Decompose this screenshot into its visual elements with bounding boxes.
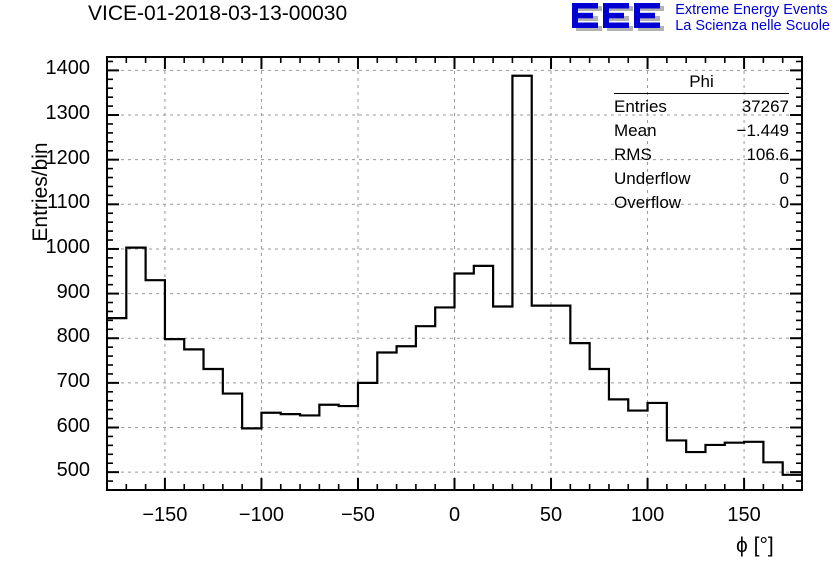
stats-row-value: −1.449 <box>736 121 789 141</box>
eee-logo: Extreme Energy Events La Scienza nelle S… <box>572 1 830 35</box>
stats-box-rows: Entries 37267 Mean −1.449 RMS 106.6 Underflow 0… <box>614 94 789 215</box>
y-tick-label: 600 <box>56 414 90 437</box>
stats-row-label: Underflow <box>614 169 691 189</box>
stats-row-value: 0 <box>779 169 789 189</box>
y-tick-label: 1400 <box>45 57 91 80</box>
stats-row: Entries 37267 <box>614 94 789 118</box>
stats-row: Underflow 0 <box>614 166 789 190</box>
x-tick-label: 150 <box>727 504 761 526</box>
y-tick-label: 800 <box>56 325 90 348</box>
x-axis-label-unit: [°] <box>753 534 774 557</box>
x-axis-label: ϕ [°] <box>736 534 774 558</box>
stats-row-value: 37267 <box>741 97 789 116</box>
page-title: VICE-01-2018-03-13-00030 <box>88 2 348 25</box>
x-tick-label: 0 <box>448 504 461 526</box>
x-tick-label: −50 <box>341 504 375 526</box>
y-tick-label: 1100 <box>46 191 90 214</box>
stats-row: Mean −1.449 <box>614 118 789 142</box>
y-tick-label: 900 <box>56 280 90 303</box>
stats-box: Phi Entries 37267 Mean −1.449 RMS 106.6 Underf… <box>614 72 789 215</box>
stats-row-label: Mean <box>614 121 657 141</box>
stats-row-label: Entries <box>614 97 667 116</box>
y-tick-label: 1200 <box>45 146 91 169</box>
y-tick-label: 500 <box>56 459 90 482</box>
y-tick-label: 1000 <box>45 235 91 258</box>
x-tick-label: 50 <box>539 504 563 526</box>
stats-row-value: 106.6 <box>746 145 789 165</box>
stats-row-label: RMS <box>614 145 652 165</box>
x-tick-label: 100 <box>630 504 665 526</box>
stats-row: RMS 106.6 <box>614 142 789 166</box>
stats-box-title: Phi <box>614 72 789 94</box>
eee-logo-mark <box>572 1 668 35</box>
eee-logo-line1: Extreme Energy Events <box>675 2 828 18</box>
x-tick-label: −100 <box>238 504 284 526</box>
stats-row-value: 0 <box>779 193 789 213</box>
eee-logo-line2: La Scienza nelle Scuole <box>675 18 830 35</box>
stats-row-label: Overflow <box>614 193 682 213</box>
y-tick-label: 1300 <box>45 102 91 125</box>
y-tick-label: 700 <box>56 369 90 392</box>
x-tick-label: −150 <box>142 504 188 526</box>
x-axis-label-symbol: ϕ <box>736 534 748 557</box>
eee-logo-text: Extreme Energy Events La Scienza nelle S… <box>675 1 830 34</box>
stats-row: Overflow 0 <box>614 190 789 214</box>
